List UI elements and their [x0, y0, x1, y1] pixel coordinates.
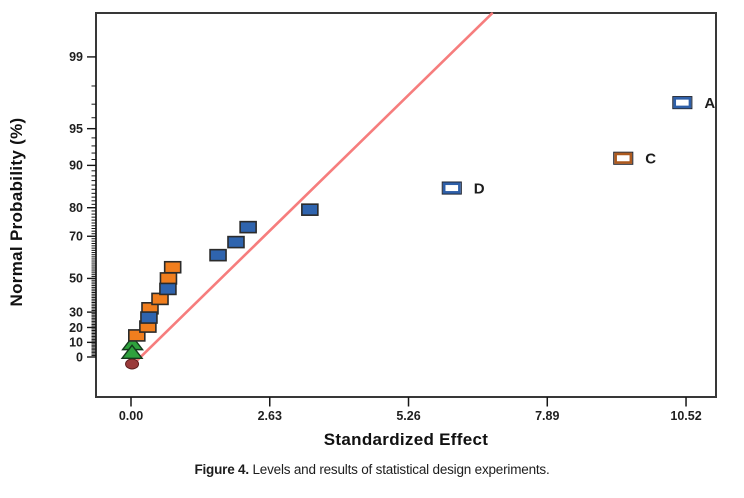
- y-tick-label: 20: [69, 321, 83, 335]
- x-tick-label: 0.00: [119, 409, 143, 423]
- y-tick-label: 0: [76, 350, 83, 364]
- x-tick-label: 10.52: [670, 409, 701, 423]
- fit-line: [132, 12, 494, 365]
- x-tick-label: 7.89: [535, 409, 559, 423]
- blue-squares-point: [239, 220, 257, 234]
- blue-squares-point: [159, 282, 177, 296]
- orange-squares-point: [163, 260, 182, 274]
- y-tick-label: 80: [69, 201, 83, 215]
- point-label-D: D: [474, 180, 485, 197]
- x-axis-ticks: 0.00 2.63 5.26 7.89 10.52: [119, 397, 702, 423]
- point-label-A: A: [704, 95, 715, 112]
- y-tick-label: 10: [69, 336, 83, 350]
- fit-line-group: [132, 12, 494, 365]
- blue-squares-point: [209, 248, 227, 262]
- blue-squares-point: [301, 203, 319, 216]
- y-axis-title: Normal Probability (%): [7, 118, 26, 307]
- figure-caption-label: Figure 4.: [194, 462, 249, 477]
- y-tick-label: 30: [69, 305, 83, 319]
- x-tick-label: 5.26: [396, 409, 420, 423]
- y-tick-label: 90: [69, 159, 83, 173]
- plot-border: [95, 12, 717, 398]
- figure-caption: Figure 4. Levels and results of statisti…: [0, 462, 744, 477]
- y-tick-label: 95: [69, 122, 83, 136]
- point-label-C: C: [645, 151, 656, 168]
- x-axis-title: Standardized Effect: [324, 430, 488, 449]
- open-square-point: [442, 182, 461, 194]
- plot-frame: [95, 12, 717, 398]
- figure-caption-text: Levels and results of statistical design…: [248, 462, 550, 477]
- blue-squares-point: [140, 311, 158, 324]
- data-points-group: D C A: [120, 95, 715, 370]
- open-square-point: [614, 152, 633, 164]
- y-tick-label: 70: [69, 230, 83, 244]
- y-tick-label: 50: [69, 272, 83, 286]
- y-tick-label: 99: [69, 50, 83, 64]
- open-square-point: [673, 97, 692, 109]
- orange-squares-point: [159, 272, 178, 285]
- blue-squares-point: [227, 235, 245, 249]
- maroon-dot-point: [125, 358, 140, 370]
- x-tick-label: 2.63: [258, 409, 282, 423]
- orange-squares-point: [128, 329, 146, 342]
- green-triangles-point: [120, 344, 144, 359]
